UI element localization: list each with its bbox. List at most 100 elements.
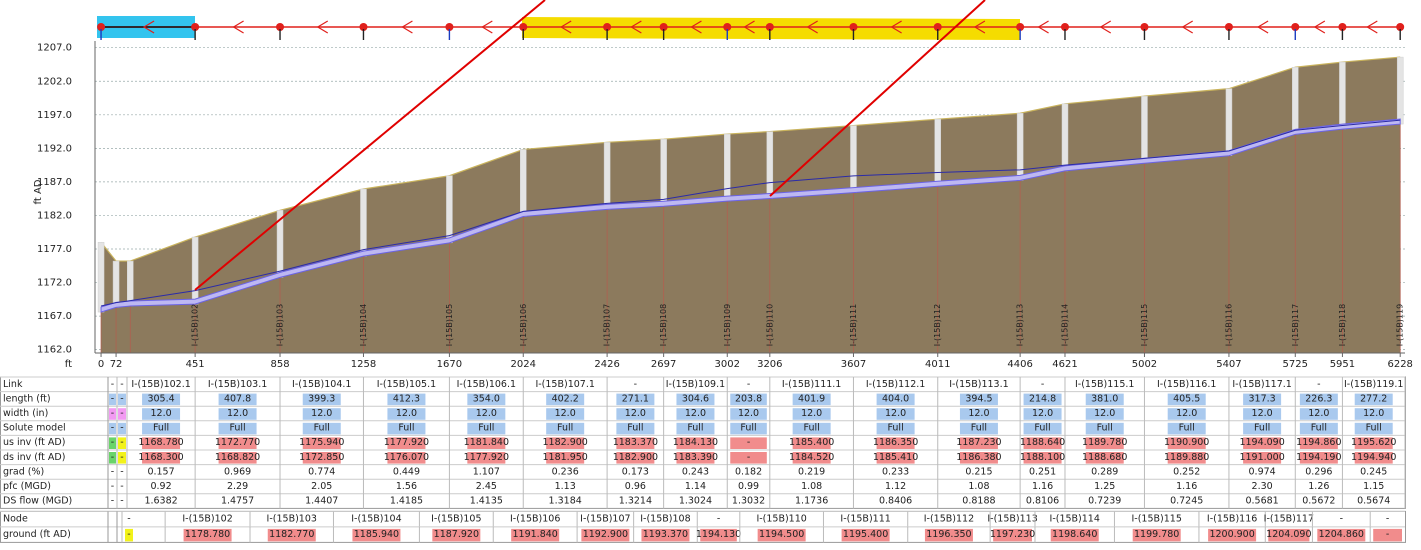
table-cell: 0.974 (1249, 466, 1276, 477)
table-cell: 1195.620 (1351, 437, 1396, 448)
table-cell: 1186.380 (956, 452, 1001, 463)
table-cell: 1196.350 (926, 529, 971, 540)
flow-arrow (142, 20, 155, 34)
table-cell: - (1317, 379, 1320, 390)
cell-highlight (876, 422, 915, 435)
flow-arrow (1256, 20, 1269, 34)
table-cell: 405.5 (1173, 393, 1200, 404)
manhole (520, 149, 527, 217)
x-tick-label: 1670 (437, 359, 462, 370)
strip-node (1016, 23, 1025, 31)
table-cell: 402.2 (552, 393, 579, 404)
cell-highlight (676, 437, 715, 449)
cell-highlight (218, 408, 257, 420)
manhole (1225, 88, 1233, 156)
table-cell: 1194.940 (1351, 452, 1396, 463)
table-cell: 0.252 (1173, 466, 1200, 477)
table-cell: 1194.090 (1239, 437, 1284, 448)
table-cell: 1.14 (685, 481, 706, 492)
table-cell: 1168.300 (138, 452, 183, 463)
cell-highlight (959, 408, 998, 420)
cell-highlight (302, 393, 341, 406)
cell-highlight (1317, 528, 1366, 542)
node-label: I-(15B)104 (359, 304, 368, 346)
strip-node (1224, 23, 1233, 31)
long-section-strip (97, 16, 1405, 40)
table-cell: - (111, 408, 114, 419)
table-cell: 399.3 (308, 393, 335, 404)
table-cell: Full (804, 423, 820, 434)
cell-highlight (841, 528, 890, 542)
table-cell: - (120, 496, 123, 507)
cell-highlight (142, 393, 181, 406)
table-cell: 0.5672 (1302, 496, 1335, 507)
table-cell: 0.8106 (1026, 496, 1059, 507)
table-cell: 0.219 (798, 466, 825, 477)
y-tick-label: 1182.0 (37, 210, 72, 221)
table-cell: Full (557, 423, 573, 434)
table-cell: - (120, 466, 123, 477)
table-cell: 1185.410 (873, 452, 918, 463)
manhole (1292, 66, 1299, 135)
table-cell: 12.0 (968, 408, 989, 419)
table-cell: 214.8 (1029, 393, 1056, 404)
table-cell: 0.5674 (1357, 496, 1390, 507)
table-cell: Full (229, 423, 245, 434)
table-cell: 1183.390 (673, 452, 718, 463)
table-cell: 2.30 (1252, 481, 1273, 492)
manhole (603, 142, 611, 210)
cell-highlight (924, 528, 973, 542)
node-label: I-(15B)103 (276, 304, 285, 346)
cell-highlight (511, 528, 560, 542)
cell-highlight (616, 393, 655, 406)
y-axis-label: ft AD (33, 179, 44, 204)
table-cell: 1188.100 (1020, 452, 1065, 463)
table-cell: 12.0 (150, 408, 171, 419)
table-cell: 1195.400 (843, 529, 888, 540)
table-cell: 1182.770 (269, 529, 314, 540)
table-cell: 1.08 (968, 481, 989, 492)
cell-highlight (1299, 422, 1338, 435)
cell-highlight (876, 393, 915, 406)
table-cell: 317.3 (1249, 393, 1276, 404)
table-cell: Full (971, 423, 987, 434)
table-cell: Full (398, 423, 414, 434)
cell-highlight (792, 408, 831, 420)
cell-highlight (1167, 422, 1206, 435)
strip-node (1291, 23, 1300, 31)
cell-highlight (1085, 408, 1124, 420)
y-tick-label: 1197.0 (37, 110, 72, 121)
table-cell: 1191.000 (1239, 452, 1284, 463)
cell-highlight (546, 393, 585, 406)
y-tick-label: 1202.0 (37, 76, 72, 87)
table-cell: Full (478, 423, 494, 434)
data-table: Link - - I-(15B)102.1 I-(15B)103.1 I-(15B)104… (0, 376, 1406, 543)
y-tick-label: 1172.0 (37, 278, 72, 289)
table-cell: - (747, 437, 750, 448)
row-label: us inv (ft AD) (3, 437, 65, 448)
cell-highlight (218, 437, 257, 449)
strip-node (723, 23, 732, 31)
table-cell: 394.5 (965, 393, 992, 404)
table-cell: - (747, 379, 750, 390)
manhole (446, 175, 453, 244)
table-cell: 1190.900 (1164, 437, 1209, 448)
cell-highlight (1299, 437, 1338, 449)
table-cell: Full (1254, 423, 1270, 434)
table-cell: 0.173 (622, 466, 649, 477)
manhole (724, 133, 731, 202)
cell-highlight (142, 408, 181, 420)
x-tick-label: 4406 (1007, 359, 1032, 370)
node-label: I-(15B)110 (765, 304, 774, 346)
table-cell: 1199.780 (1134, 529, 1179, 540)
table-cell: 203.8 (735, 393, 762, 404)
table-cell: 1198.640 (1052, 529, 1097, 540)
cell-highlight (467, 452, 506, 464)
table-cell: - (717, 514, 720, 525)
table-cell: - (111, 437, 114, 448)
table-cell: 226.3 (1305, 393, 1332, 404)
table-cell: 0.182 (735, 466, 762, 477)
table-cell: 1197.230 (990, 529, 1035, 540)
node-label: I-(15B)107 (603, 304, 612, 346)
x-tick-label: 3607 (841, 359, 866, 370)
